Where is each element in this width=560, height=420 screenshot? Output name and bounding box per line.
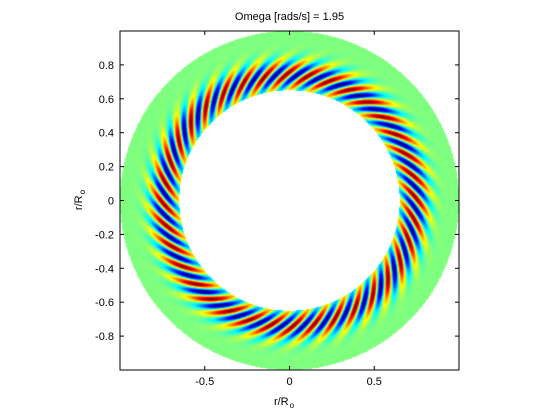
- y-tick-label: -0.8: [95, 331, 114, 343]
- y-tick-label: -0.2: [95, 229, 114, 241]
- x-axis-label-main: r/R: [274, 396, 289, 408]
- y-axis-label: r/Ro: [73, 189, 87, 210]
- y-axis-label-subscript: o: [78, 189, 87, 194]
- chart-title: Omega [rads/s] = 1.95: [235, 11, 344, 23]
- y-tick-label: 0: [108, 196, 114, 208]
- y-tick-label: 0.6: [99, 94, 114, 106]
- y-tick-label: 0.8: [99, 60, 114, 72]
- y-tick-label: -0.4: [95, 263, 114, 275]
- x-axis-ticks: -0.5 0 0.5: [119, 31, 460, 388]
- y-tick-label: -0.6: [95, 297, 114, 309]
- y-tick-label: 0.4: [99, 128, 114, 140]
- x-tick-label: 0: [286, 376, 292, 388]
- x-axis-label: r/Ro: [274, 396, 295, 410]
- y-axis-ticks: -0.8 -0.6 -0.4 -0.2 0 0.2 0.4 0.6 0.8: [95, 60, 459, 343]
- x-tick-label: -0.5: [195, 376, 214, 388]
- heatmap-field: [120, 31, 459, 370]
- x-tick-label: 0.5: [367, 376, 382, 388]
- x-axis-label-subscript: o: [290, 401, 295, 410]
- field-image: [120, 31, 459, 370]
- y-axis-label-main: r/R: [73, 195, 85, 210]
- y-tick-label: 0.2: [99, 162, 114, 174]
